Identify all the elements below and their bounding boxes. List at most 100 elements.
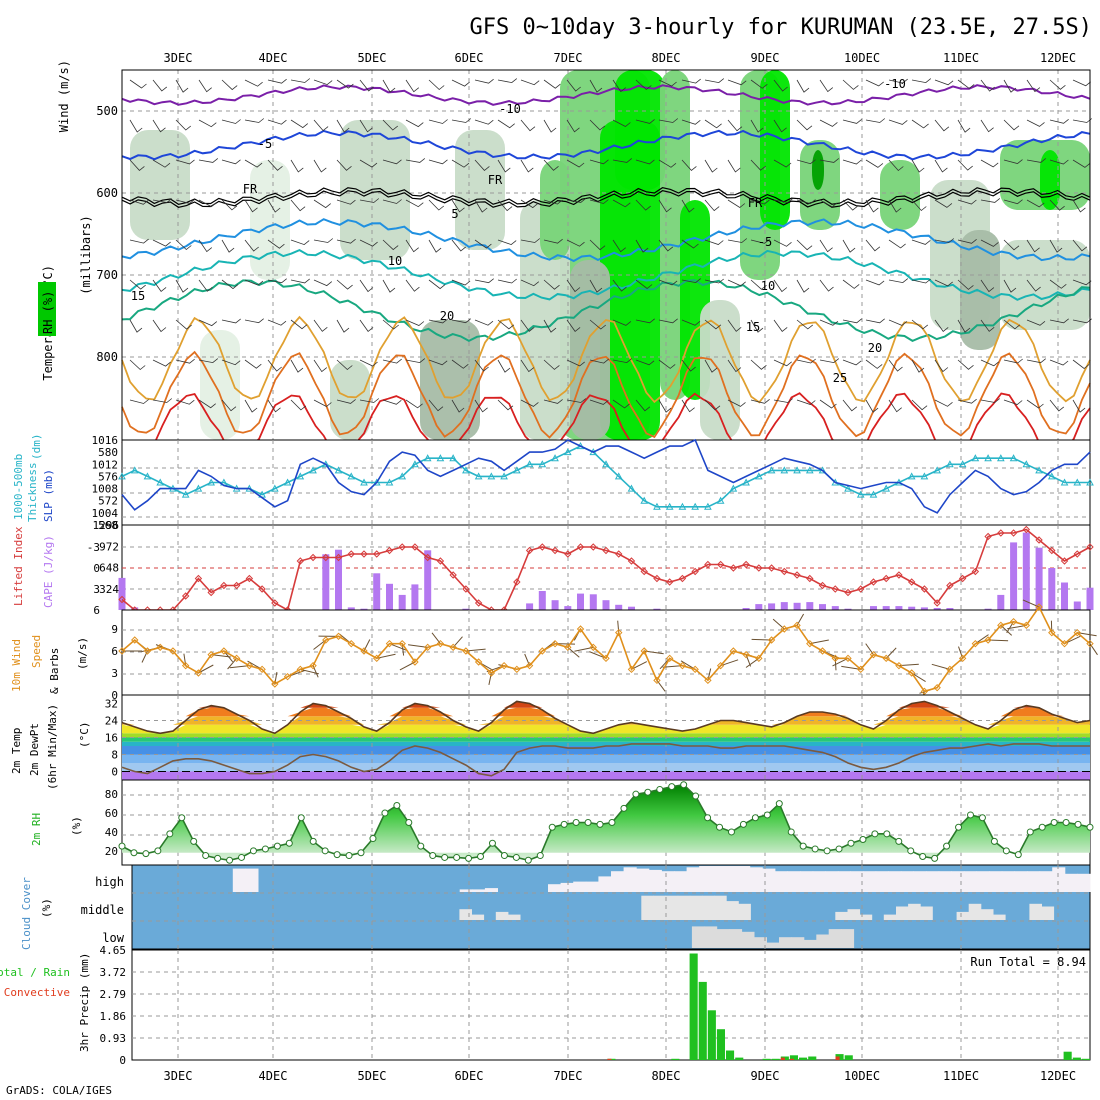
rh2m-line-point xyxy=(405,819,413,826)
lifted-index-line-point xyxy=(347,550,355,558)
wind10m-label-d: (m/s) xyxy=(76,637,89,670)
wind-barb xyxy=(244,199,258,213)
wind-barb xyxy=(497,359,511,373)
wind-barb xyxy=(566,198,587,203)
top-date-label: 10DEC xyxy=(844,51,880,65)
wind-barb xyxy=(152,159,171,168)
rh2m-line-point xyxy=(799,842,807,850)
wind-barb xyxy=(497,78,518,84)
precip-label-a: Total / Rain xyxy=(0,966,70,979)
precip-grid xyxy=(132,950,1090,1060)
wind-barb xyxy=(244,399,258,413)
wind-barb xyxy=(658,239,674,252)
cape-bar xyxy=(131,607,139,610)
lifted-index-series xyxy=(118,525,1094,614)
contour-label: FR xyxy=(488,173,503,187)
wind-barb xyxy=(727,119,743,132)
precip-total-bar xyxy=(762,1058,771,1060)
cape-bars xyxy=(118,532,1094,610)
wind10m-speed-line-point xyxy=(283,672,292,681)
wind10m-barb xyxy=(617,620,620,633)
wind-barb xyxy=(336,199,356,205)
top-date-axis: 3DEC 4DEC 5DEC 6DEC 7DEC 8DEC 9DEC 10DEC 11DEC 12… xyxy=(164,51,1077,65)
wind10m-barb xyxy=(931,663,951,670)
wind-barb xyxy=(865,318,885,324)
wind-barb xyxy=(520,399,539,407)
thickness-tick-label: 568 xyxy=(98,519,118,532)
wind10m-speed-line-point xyxy=(615,628,623,637)
wind-barb xyxy=(589,239,606,251)
lifted-index-line-point xyxy=(806,574,814,583)
thickness-line-point xyxy=(283,478,292,486)
cape-bar xyxy=(844,608,852,610)
wind-barb xyxy=(198,358,219,364)
wind-barb xyxy=(405,319,425,326)
wind-barb xyxy=(911,239,931,245)
wind-barb xyxy=(313,79,333,86)
wind-barb xyxy=(589,279,603,293)
isotherm-15 xyxy=(121,279,1091,343)
thickness-tick-label: 572 xyxy=(98,495,118,508)
wind10m-speed-line-point xyxy=(500,661,508,670)
cloud-cover-bar xyxy=(920,906,933,920)
wind-barb xyxy=(1049,318,1069,324)
wind-barb xyxy=(796,119,813,131)
thickness-line-point xyxy=(360,478,368,486)
rh2m-line-point xyxy=(787,828,795,836)
wind-barb xyxy=(428,79,445,91)
wind10m-speed-line-point xyxy=(665,654,674,663)
cape-bar xyxy=(628,606,635,610)
contour-label: 10 xyxy=(761,279,775,293)
rh-region xyxy=(1000,240,1090,330)
wind-barb xyxy=(750,159,766,171)
wind-barb xyxy=(451,79,470,87)
lifted-index-line-point xyxy=(1022,525,1031,534)
wind-barb xyxy=(129,399,149,404)
rh2m-line-point xyxy=(1014,851,1022,859)
wind-barb xyxy=(635,159,655,165)
wind-barb xyxy=(750,319,764,333)
cloud-cover-bar xyxy=(812,871,826,892)
wind10m-speed-line-point xyxy=(1022,621,1031,630)
wind10m-speed-line-point xyxy=(869,650,878,659)
precip-bars xyxy=(607,953,1090,1060)
wind-barb xyxy=(704,278,724,284)
wind10m-tick-label: 0 xyxy=(111,689,118,702)
wind-barb xyxy=(267,359,282,372)
lifted-index-line-point xyxy=(958,574,967,583)
rh2m-panel: 20 40 60 80 2m RH (%) xyxy=(30,779,1094,866)
wind-barb xyxy=(1049,239,1063,253)
cape-bar xyxy=(360,608,368,610)
wind-barb xyxy=(888,199,902,213)
lifted-index-line-point xyxy=(449,571,457,579)
cloud-cover-bar xyxy=(232,868,246,892)
rh-region xyxy=(1040,150,1060,210)
precip-tick-label: 1.86 xyxy=(100,1010,127,1023)
rh2m-line-point xyxy=(321,847,329,855)
wind10m-barb xyxy=(1007,624,1027,630)
lifted-index-line-point xyxy=(334,553,343,562)
rh2m-line-point xyxy=(811,845,819,853)
temperature-ticks: 0 8 16 24 32 xyxy=(105,698,119,779)
lifted-index-line-point xyxy=(181,592,190,600)
wind-barb xyxy=(911,359,925,373)
cloud-cover-bar xyxy=(968,903,982,920)
wind-barb xyxy=(1003,79,1017,93)
wind10m-speed-line-point xyxy=(958,654,967,663)
precip-convective-bar xyxy=(789,1058,794,1060)
wind-barb xyxy=(428,399,444,412)
rh2m-line-point xyxy=(1062,819,1070,826)
wind-barb xyxy=(842,239,856,253)
cloud-cover-bar xyxy=(548,884,562,892)
wind-barb xyxy=(1003,279,1017,293)
wind-barb xyxy=(773,279,788,293)
cape-label: CAPE (J/kg) xyxy=(42,535,55,608)
temperature-contours xyxy=(121,84,1091,459)
wind-barb xyxy=(175,159,195,165)
lifted-index-line-point xyxy=(602,546,610,555)
cape-bar xyxy=(564,606,572,610)
wind-barb xyxy=(1072,159,1091,168)
thickness-line-point xyxy=(207,478,216,486)
wind-barb xyxy=(750,199,770,205)
dewpt2m-line xyxy=(121,743,1090,777)
